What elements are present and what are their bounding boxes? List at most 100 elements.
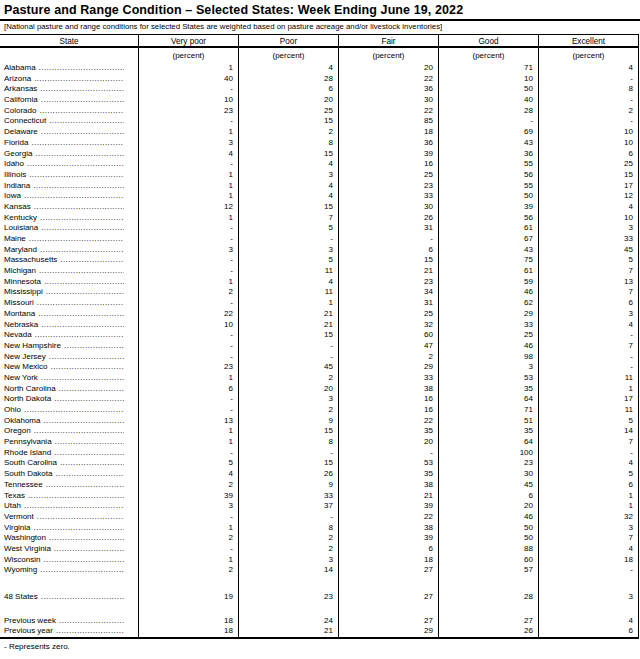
title-divider: [0, 19, 640, 21]
state-name-cell: Pennsylvania: [0, 437, 138, 448]
fair-value: 33: [338, 191, 438, 202]
state-name-cell: Texas: [0, 491, 138, 502]
poor-value: 15: [238, 458, 338, 469]
state-name-cell: Missouri: [0, 298, 138, 309]
dot-leader: [43, 555, 124, 566]
fair-value: 25: [338, 309, 438, 320]
fair-value: 18: [338, 555, 438, 566]
dot-leader: [54, 448, 124, 459]
good-value: 28: [438, 106, 538, 117]
table-header-row: State Very poor Poor Fair Good Excellent: [0, 35, 639, 48]
excellent-value: 15: [538, 170, 638, 181]
very-poor-value: 10: [138, 95, 238, 106]
fair-value: 20: [338, 437, 438, 448]
table-row: Connecticut - 15 85 - -: [0, 116, 639, 127]
dot-leader: [29, 170, 124, 181]
very-poor-value: 1: [138, 555, 238, 566]
poor-value: 33: [238, 491, 338, 502]
very-poor-value: -: [138, 116, 238, 127]
excellent-value: 5: [538, 255, 638, 266]
fair-value: 22: [338, 74, 438, 85]
state-name-cell: Oklahoma: [0, 416, 138, 427]
poor-value: 11: [238, 287, 338, 298]
table-row: New Hampshire - - 47 46 7: [0, 341, 639, 352]
poor-value: 21: [238, 626, 338, 637]
poor-value: 8: [238, 138, 338, 149]
very-poor-value: -: [138, 512, 238, 523]
state-name-cell: Oregon: [0, 426, 138, 437]
table-row: Ohio - 2 16 71 11: [0, 405, 639, 416]
state-name-cell: Arizona: [0, 74, 138, 85]
fair-value: 39: [338, 149, 438, 160]
excellent-value: 7: [538, 341, 638, 352]
fair-value: -: [338, 448, 438, 459]
state-name: South Dakota: [4, 469, 52, 480]
table-row: Florida 3 8 36 43 10: [0, 138, 639, 149]
very-poor-value: -: [138, 394, 238, 405]
fair-value: 26: [338, 213, 438, 224]
fair-value: 15: [338, 255, 438, 266]
state-name: Massachusetts: [4, 255, 57, 266]
good-value: 25: [438, 330, 538, 341]
fair-value: 16: [338, 405, 438, 416]
poor-value: 2: [238, 533, 338, 544]
very-poor-value: 1: [138, 426, 238, 437]
good-value: 26: [438, 626, 538, 637]
poor-value: -: [238, 352, 338, 363]
fair-value: 27: [338, 592, 438, 603]
table-row: Maryland 3 3 6 43 45: [0, 245, 639, 256]
state-name-cell: Tennessee: [0, 480, 138, 491]
state-name-cell: North Carolina: [0, 384, 138, 395]
comparison-label-cell: Previous week: [0, 616, 138, 627]
state-name-cell: Maine: [0, 234, 138, 245]
table-row: West Virginia - 2 6 88 4: [0, 544, 639, 555]
excellent-value: 6: [538, 480, 638, 491]
poor-value: 4: [238, 159, 338, 170]
very-poor-value: -: [138, 298, 238, 309]
state-name-cell: Iowa: [0, 191, 138, 202]
good-value: 30: [438, 469, 538, 480]
column-header-excellent: Excellent: [538, 35, 638, 46]
table-row: New York 1 2 33 53 11: [0, 373, 639, 384]
poor-value: 3: [238, 245, 338, 256]
excellent-value: -: [538, 330, 638, 341]
dot-leader: [33, 181, 124, 192]
good-value: 56: [438, 170, 538, 181]
very-poor-value: 3: [138, 501, 238, 512]
very-poor-value: 4: [138, 469, 238, 480]
very-poor-value: -: [138, 234, 238, 245]
methodology-note: [National pasture and range conditions f…: [4, 22, 640, 31]
fair-value: 23: [338, 277, 438, 288]
dot-leader: [49, 533, 124, 544]
state-name-cell: New York: [0, 373, 138, 384]
very-poor-value: 1: [138, 437, 238, 448]
excellent-value: -: [538, 362, 638, 373]
state-name-cell: Idaho: [0, 159, 138, 170]
excellent-value: 3: [538, 309, 638, 320]
good-value: 69: [438, 127, 538, 138]
fair-value: 36: [338, 84, 438, 95]
very-poor-value: 1: [138, 523, 238, 534]
good-value: -: [438, 116, 538, 127]
good-value: 64: [438, 437, 538, 448]
very-poor-value: 2: [138, 480, 238, 491]
fair-value: 32: [338, 320, 438, 331]
excellent-value: 7: [538, 533, 638, 544]
dot-leader: [34, 426, 124, 437]
poor-value: 9: [238, 416, 338, 427]
good-value: 98: [438, 352, 538, 363]
excellent-value: 11: [538, 405, 638, 416]
total-row: 48 States 19 23 27 28 3: [0, 592, 639, 603]
dot-leader: [56, 626, 124, 637]
state-name: Oregon: [4, 426, 31, 437]
table-row: Indiana 1 4 23 55 17: [0, 181, 639, 192]
state-name: South Carolina: [4, 458, 57, 469]
state-name-cell: Mississippi: [0, 287, 138, 298]
fair-value: 29: [338, 362, 438, 373]
good-value: 51: [438, 416, 538, 427]
dot-leader: [60, 255, 124, 266]
good-value: 29: [438, 309, 538, 320]
fair-value: 22: [338, 512, 438, 523]
table-row: Montana 22 21 25 29 3: [0, 309, 639, 320]
state-name: Illinois: [4, 170, 26, 181]
